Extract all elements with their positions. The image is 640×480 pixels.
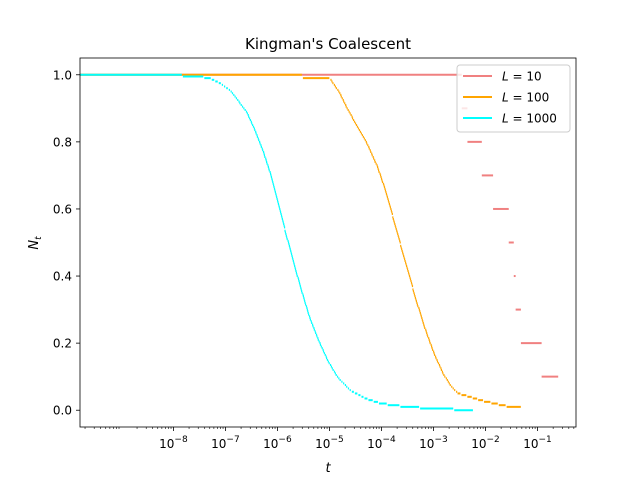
x-tick-label-base: 10 [159,437,174,451]
x-tick-label-exponent: −1 [538,435,551,445]
legend-label-value: 100 [526,91,549,105]
y-tick-label: 0.4 [53,270,72,284]
legend-label-var: L [502,70,509,84]
x-tick-label-base: 10 [523,437,538,451]
x-tick-label: 10−1 [523,435,552,451]
legend-label: L = 1000 [502,112,557,126]
x-tick-label-base: 10 [211,437,226,451]
x-axis: 10−8 10−7 10−6 10−5 10−4 10−3 10−2 10−1 [84,427,575,451]
legend-label-equals: = [509,112,527,126]
x-tick-label-base: 10 [367,437,382,451]
x-tick-label: 10−6 [263,435,292,451]
y-axis-label-subscript: t [34,236,44,240]
plot-frame [79,57,577,428]
x-tick-label: 10−8 [159,435,188,451]
y-tick-label: 0.0 [53,404,72,418]
x-tick-label: 10−7 [211,435,240,451]
x-tick-label: 10−2 [471,435,500,451]
chart-title: Kingman's Coalescent [245,35,411,53]
x-tick-label-base: 10 [471,437,486,451]
legend-label-value: 1000 [526,112,557,126]
y-axis-label: Nt [27,236,44,250]
legend-label: L = 100 [502,91,549,105]
x-tick-label-exponent: −7 [226,435,239,445]
x-tick-label: 10−3 [419,435,448,451]
x-tick-label-exponent: −5 [330,435,343,445]
series-1000 [80,73,473,412]
y-tick-label: 0.8 [53,135,72,149]
legend-label-equals: = [509,70,527,84]
x-tick-label-exponent: −4 [382,435,396,445]
legend-box [456,64,571,133]
x-tick-label-base: 10 [263,437,278,451]
x-tick-label-exponent: −2 [486,435,499,445]
x-tick-label: 10−5 [315,435,344,451]
x-tick-label: 10−4 [367,435,396,451]
y-tick-label: 0.6 [53,202,72,216]
y-axis: 0.0 0.2 0.4 0.6 0.8 1.0 [53,68,80,418]
legend-label: L = 10 [502,70,542,84]
x-tick-label-base: 10 [315,437,330,451]
y-tick-label: 1.0 [53,68,72,82]
legend-label-var: L [502,91,509,105]
x-tick-label-exponent: −6 [278,435,292,445]
x-tick-label-exponent: −3 [434,435,447,445]
y-axis-label-main: N [27,240,42,250]
x-tick-label-exponent: −8 [174,435,188,445]
y-tick-label: 0.2 [53,337,72,351]
legend-label-var: L [502,112,509,126]
legend-label-equals: = [509,91,527,105]
legend-label-value: 10 [526,70,541,84]
series-layer [80,73,559,412]
x-tick-label-base: 10 [419,437,434,451]
plot-area [80,73,559,412]
x-axis-label: t [325,461,331,476]
